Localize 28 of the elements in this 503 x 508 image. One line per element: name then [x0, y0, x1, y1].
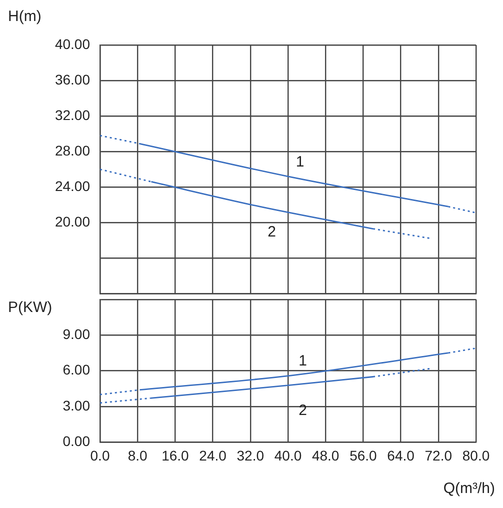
y-tick-label: 32.00	[54, 106, 90, 123]
x-tick-label: 32.0	[236, 447, 264, 464]
series-label: 1	[296, 153, 304, 170]
y-tick-label: 0.00	[62, 433, 90, 450]
y-tick-label: 28.00	[54, 142, 90, 158]
y-tick-label: 6.00	[62, 362, 90, 378]
x-tick-label: 48.0	[312, 447, 340, 464]
y-tick-label: 24.00	[54, 178, 90, 194]
y-axis-title: P(KW)	[8, 299, 52, 316]
x-tick-label: 72.0	[424, 447, 452, 464]
y-axis-title: H(m)	[8, 8, 42, 25]
x-tick-label: 24.0	[199, 447, 227, 464]
y-tick-label: 40.00	[54, 36, 90, 52]
y-tick-label: 36.00	[54, 71, 90, 88]
y-tick-label: 9.00	[62, 326, 90, 342]
series-label: 2	[298, 402, 307, 420]
x-tick-label: 8.0	[128, 447, 148, 464]
x-tick-label: 16.0	[162, 447, 190, 464]
y-tick-label: 3.00	[62, 397, 90, 414]
x-tick-label: 80.0	[462, 447, 490, 464]
x-tick-label: 0.0	[90, 447, 110, 464]
x-axis-title: Q(m³/h)	[443, 480, 495, 497]
series-label: 1	[298, 352, 307, 370]
x-tick-label: 64.0	[387, 447, 415, 464]
series-label: 2	[268, 224, 276, 241]
x-tick-label: 40.0	[274, 447, 302, 464]
y-tick-label: 20.00	[54, 213, 90, 230]
x-tick-label: 56.0	[350, 447, 378, 464]
